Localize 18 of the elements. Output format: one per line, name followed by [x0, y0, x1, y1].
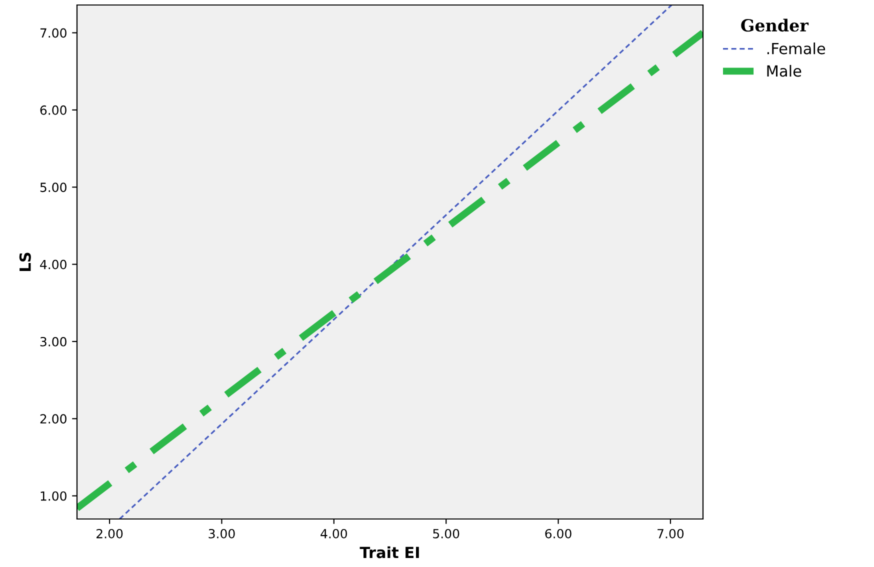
- x-tick-label: 4.00: [320, 528, 347, 538]
- legend-label: .Female: [767, 42, 826, 54]
- x-axis-title: Trait EI: [360, 546, 419, 558]
- x-tick-label: 7.00: [658, 528, 684, 538]
- y-tick-label: 5.00: [40, 182, 66, 192]
- x-tick-label: 6.00: [545, 528, 572, 538]
- x-tick-label: 5.00: [433, 528, 460, 538]
- x-tick-label: 2.00: [96, 528, 123, 538]
- legend-label: Male: [767, 64, 802, 77]
- legend-title: Gender: [741, 18, 809, 32]
- x-tick-label: 3.00: [208, 528, 235, 538]
- y-tick-label: 7.00: [40, 28, 66, 38]
- y-tick-label: 1.00: [40, 491, 66, 501]
- y-axis-title: LS: [19, 252, 31, 271]
- y-tick-label: 2.00: [40, 414, 66, 424]
- y-tick-label: 3.00: [40, 336, 66, 346]
- y-tick-label: 4.00: [40, 260, 66, 270]
- y-tick-label: 6.00: [40, 105, 66, 115]
